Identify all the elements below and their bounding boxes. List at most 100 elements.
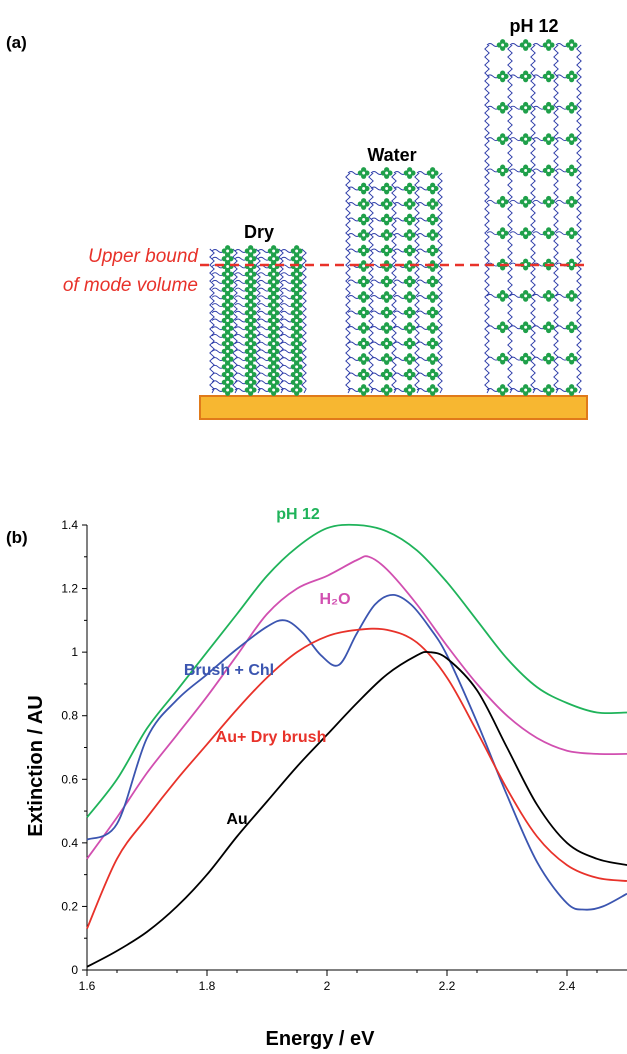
chromophore-icon (496, 39, 509, 51)
chromophore-icon (496, 290, 509, 302)
chromophore-icon (403, 182, 416, 195)
chromophore-icon (519, 39, 532, 51)
chromophore-icon (380, 353, 393, 365)
chromophore-icon (565, 164, 578, 177)
chromophore-icon (426, 368, 439, 381)
chromophore-icon (542, 290, 555, 302)
chromophore-icon (221, 353, 234, 366)
chromophore-icon (565, 70, 578, 83)
brush-dry (209, 245, 307, 396)
chromophore-icon (403, 167, 416, 179)
y-tick-label: 0.2 (61, 899, 78, 913)
y-tick-label: 1.4 (61, 518, 78, 532)
chromophore-icon (565, 39, 578, 51)
chromophore-icon (221, 275, 234, 288)
series-line-brush-chl (86, 593, 627, 911)
series-line-au (86, 650, 627, 968)
polymer-chain (553, 44, 559, 394)
chromophore-icon (542, 101, 555, 114)
chromophore-icon (519, 101, 532, 114)
chromophore-icon (357, 306, 370, 319)
chromophore-icon (519, 164, 532, 177)
chromophore-icon (357, 353, 370, 365)
chromophore-icon (426, 198, 439, 210)
chromophore-icon (380, 167, 393, 179)
chromophore-icon (565, 321, 578, 334)
chromophore-icon (426, 167, 439, 179)
chromophore-icon (290, 376, 303, 389)
chromophore-icon (221, 384, 234, 396)
chromophore-icon (380, 229, 393, 241)
chromophore-icon (403, 275, 416, 288)
chromophore-icon (267, 353, 280, 366)
chromophore-icon (565, 290, 578, 302)
chromophore-icon (496, 195, 509, 208)
chromophore-icon (496, 227, 509, 240)
series-line-au-dry-brush (86, 627, 627, 930)
y-tick-label: 1 (71, 645, 78, 659)
chromophore-icon (542, 195, 555, 208)
chromophore-icon (380, 306, 393, 319)
chromophore-icon (426, 306, 439, 319)
chromophore-icon (496, 164, 509, 177)
chromophore-icon (496, 133, 509, 145)
chromophore-icon (426, 229, 439, 241)
chromophore-icon (542, 164, 555, 177)
chromophore-icon (244, 360, 257, 373)
y-axis-title: Extinction / AU (25, 695, 47, 836)
chromophore-icon (380, 198, 393, 210)
polymer-chain (345, 172, 351, 394)
chromophore-icon (542, 133, 555, 145)
polymer-chain (530, 44, 536, 394)
series-label-au-dry-brush: Au+ Dry brush (216, 729, 327, 746)
chromophore-icon (403, 213, 416, 226)
chromophore-icon (380, 384, 393, 396)
panel-a-label: (a) (6, 33, 27, 52)
chromophore-icon (380, 244, 393, 257)
chromophore-icon (426, 291, 439, 303)
chromophore-icon (426, 353, 439, 365)
chromophore-icon (244, 245, 257, 257)
chromophore-icon (426, 322, 439, 334)
bound-label-line1: Upper bound (88, 246, 199, 267)
x-tick-label: 2.2 (439, 979, 456, 993)
chromophore-icon (519, 321, 532, 334)
chromophore-icon (426, 384, 439, 396)
chromophore-icon (565, 101, 578, 114)
panel-b: (b) 0 0.2 0.4 0.6 0.8 1 1.2 1.4 1.6 1.8 2 2.2 2.4 pH… (6, 506, 627, 1050)
chromophore-icon (519, 352, 532, 365)
polymer-chain (576, 44, 582, 394)
chromophore-icon (519, 70, 532, 83)
chromophore-icon (221, 337, 234, 350)
state-label-water: Water (367, 145, 416, 165)
chromophore-icon (542, 352, 555, 365)
brush-water (345, 167, 443, 396)
chromophore-icon (565, 133, 578, 145)
series-label-au: Au (226, 811, 247, 828)
chromophore-icon (519, 133, 532, 145)
chromophore-icon (267, 384, 280, 396)
chromophore-icon (403, 353, 416, 365)
polymer-chain (437, 172, 443, 394)
chromophore-icon (357, 291, 370, 303)
x-tick-label: 1.8 (199, 979, 216, 993)
chromophore-icon (542, 321, 555, 334)
chromophore-icon (380, 275, 393, 288)
chromophore-icon (357, 167, 370, 179)
x-tick-label: 2.4 (559, 979, 576, 993)
chromophore-icon (403, 291, 416, 303)
chromophore-icon (380, 213, 393, 226)
chromophore-icon (496, 101, 509, 114)
x-tick-label: 2 (324, 979, 331, 993)
series-label-brush-chl: Brush + Chl (184, 662, 274, 679)
chromophore-icon (403, 306, 416, 319)
panel-b-label: (b) (6, 528, 28, 547)
chromophore-icon (565, 227, 578, 240)
chromophore-icon (357, 275, 370, 288)
chromophore-icon (380, 322, 393, 334)
chromophore-icon (357, 198, 370, 210)
chromophore-icon (542, 227, 555, 240)
polymer-chain (507, 44, 513, 394)
chromophore-icon (380, 182, 393, 195)
chromophore-icon (565, 384, 578, 396)
